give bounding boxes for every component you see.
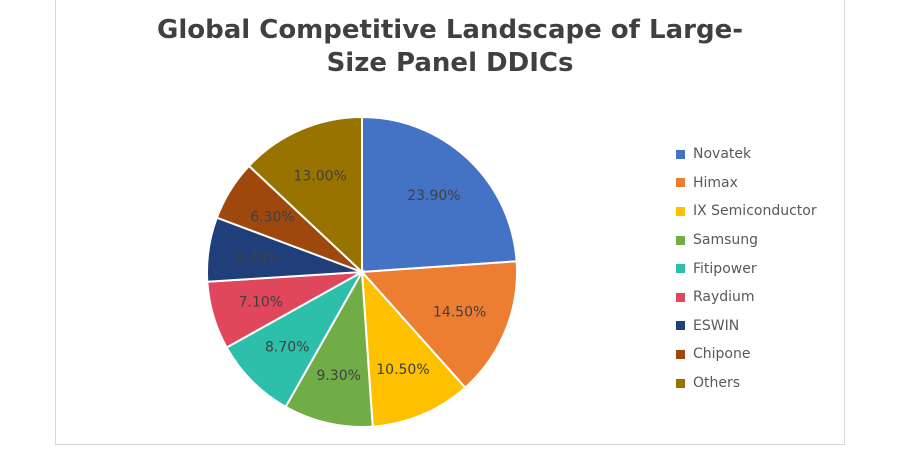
legend-item: Fitipower bbox=[676, 254, 817, 283]
legend-label: Fitipower bbox=[693, 260, 757, 277]
legend-swatch bbox=[676, 321, 685, 331]
pie-slice-fitipower bbox=[225, 269, 365, 409]
legend-item: Raydium bbox=[676, 283, 817, 312]
legend-swatch bbox=[676, 206, 685, 216]
legend-label: Samsung bbox=[693, 232, 759, 249]
legend-swatch bbox=[676, 378, 685, 388]
legend-item: Himax bbox=[676, 169, 817, 198]
chart-frame bbox=[55, 0, 845, 445]
legend-label: Others bbox=[693, 375, 741, 392]
legend-swatch bbox=[676, 178, 685, 188]
pie-slice-novatek bbox=[361, 115, 518, 274]
legend-item: Chipone bbox=[676, 340, 817, 369]
data-label: 8.70% bbox=[265, 339, 309, 355]
title-line-2: Size Panel DDICs bbox=[326, 48, 574, 78]
data-label: 7.10% bbox=[239, 295, 283, 311]
data-label: 13.00% bbox=[293, 168, 346, 184]
legend: Novatek Himax IX Semiconductor Samsung Fitip… bbox=[676, 140, 817, 397]
pie-slice-others bbox=[247, 115, 363, 275]
data-label: 6.30% bbox=[250, 209, 294, 225]
legend-swatch bbox=[676, 149, 685, 159]
legend-label: IX Semiconductor bbox=[693, 203, 817, 220]
pie-slice-ix-semiconductor bbox=[360, 269, 467, 428]
data-label: 9.30% bbox=[316, 368, 360, 384]
legend-item: ESWIN bbox=[676, 312, 817, 341]
legend-item: Others bbox=[676, 369, 817, 398]
legend-label: ESWIN bbox=[693, 317, 740, 334]
data-label: 6.70% bbox=[236, 249, 280, 265]
pie-slice-himax bbox=[359, 260, 518, 390]
legend-item: Samsung bbox=[676, 226, 817, 255]
title-line-1: Global Competitive Landscape of Large- bbox=[157, 15, 743, 45]
legend-swatch bbox=[676, 235, 685, 245]
legend-label: Novatek bbox=[693, 146, 752, 163]
chart-title: Global Competitive Landscape of Large- S… bbox=[0, 14, 900, 80]
data-label: 23.90% bbox=[407, 188, 460, 204]
pie-slice-samsung bbox=[284, 268, 374, 428]
legend-label: Chipone bbox=[693, 346, 751, 363]
data-label: 14.50% bbox=[433, 305, 486, 321]
legend-swatch bbox=[676, 349, 685, 359]
legend-swatch bbox=[676, 264, 685, 274]
legend-item: IX Semiconductor bbox=[676, 197, 817, 226]
legend-label: Himax bbox=[693, 174, 738, 191]
legend-label: Raydium bbox=[693, 289, 755, 306]
data-label: 10.50% bbox=[376, 362, 429, 378]
legend-swatch bbox=[676, 292, 685, 302]
legend-item: Novatek bbox=[676, 140, 817, 169]
